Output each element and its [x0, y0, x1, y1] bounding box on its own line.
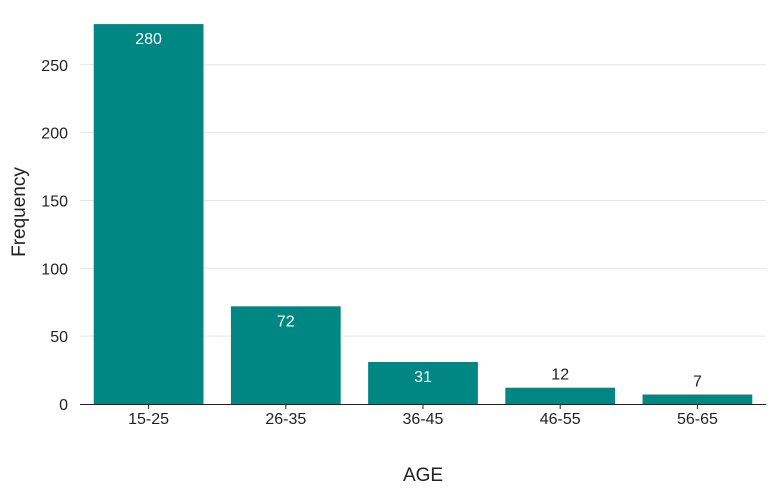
- bar-15-25: [93, 24, 204, 404]
- x-tick-label: 46-55: [540, 411, 581, 428]
- y-tick-label: 50: [50, 329, 68, 346]
- x-axis-title: AGE: [403, 465, 443, 486]
- y-axis-ticks: 0 50 100 150 200 250: [41, 58, 68, 414]
- data-label: 12: [551, 367, 569, 384]
- x-tick-label: 15-25: [128, 411, 169, 428]
- bar-26-35: [230, 306, 341, 404]
- data-label: 280: [135, 31, 162, 48]
- y-tick-label: 200: [41, 126, 68, 143]
- y-tick-label: 100: [41, 261, 68, 278]
- x-axis-ticks: 15-25 26-35 36-45 46-55 56-65: [128, 404, 718, 428]
- y-axis-title: Frequency: [9, 167, 30, 257]
- x-tick-label: 26-35: [265, 411, 306, 428]
- x-tick-label: 56-65: [677, 411, 718, 428]
- data-label: 31: [414, 369, 432, 386]
- bars: [93, 24, 753, 404]
- x-tick-label: 36-45: [403, 411, 444, 428]
- y-tick-label: 0: [59, 397, 68, 414]
- data-label: 72: [277, 313, 295, 330]
- y-tick-label: 250: [41, 58, 68, 75]
- bar-46-55: [505, 387, 616, 404]
- bar-56-65: [642, 394, 753, 404]
- y-tick-label: 150: [41, 193, 68, 210]
- data-label: 7: [693, 374, 702, 391]
- data-labels: 280 72 31 12 7: [135, 31, 702, 390]
- bar-36-45: [368, 361, 478, 404]
